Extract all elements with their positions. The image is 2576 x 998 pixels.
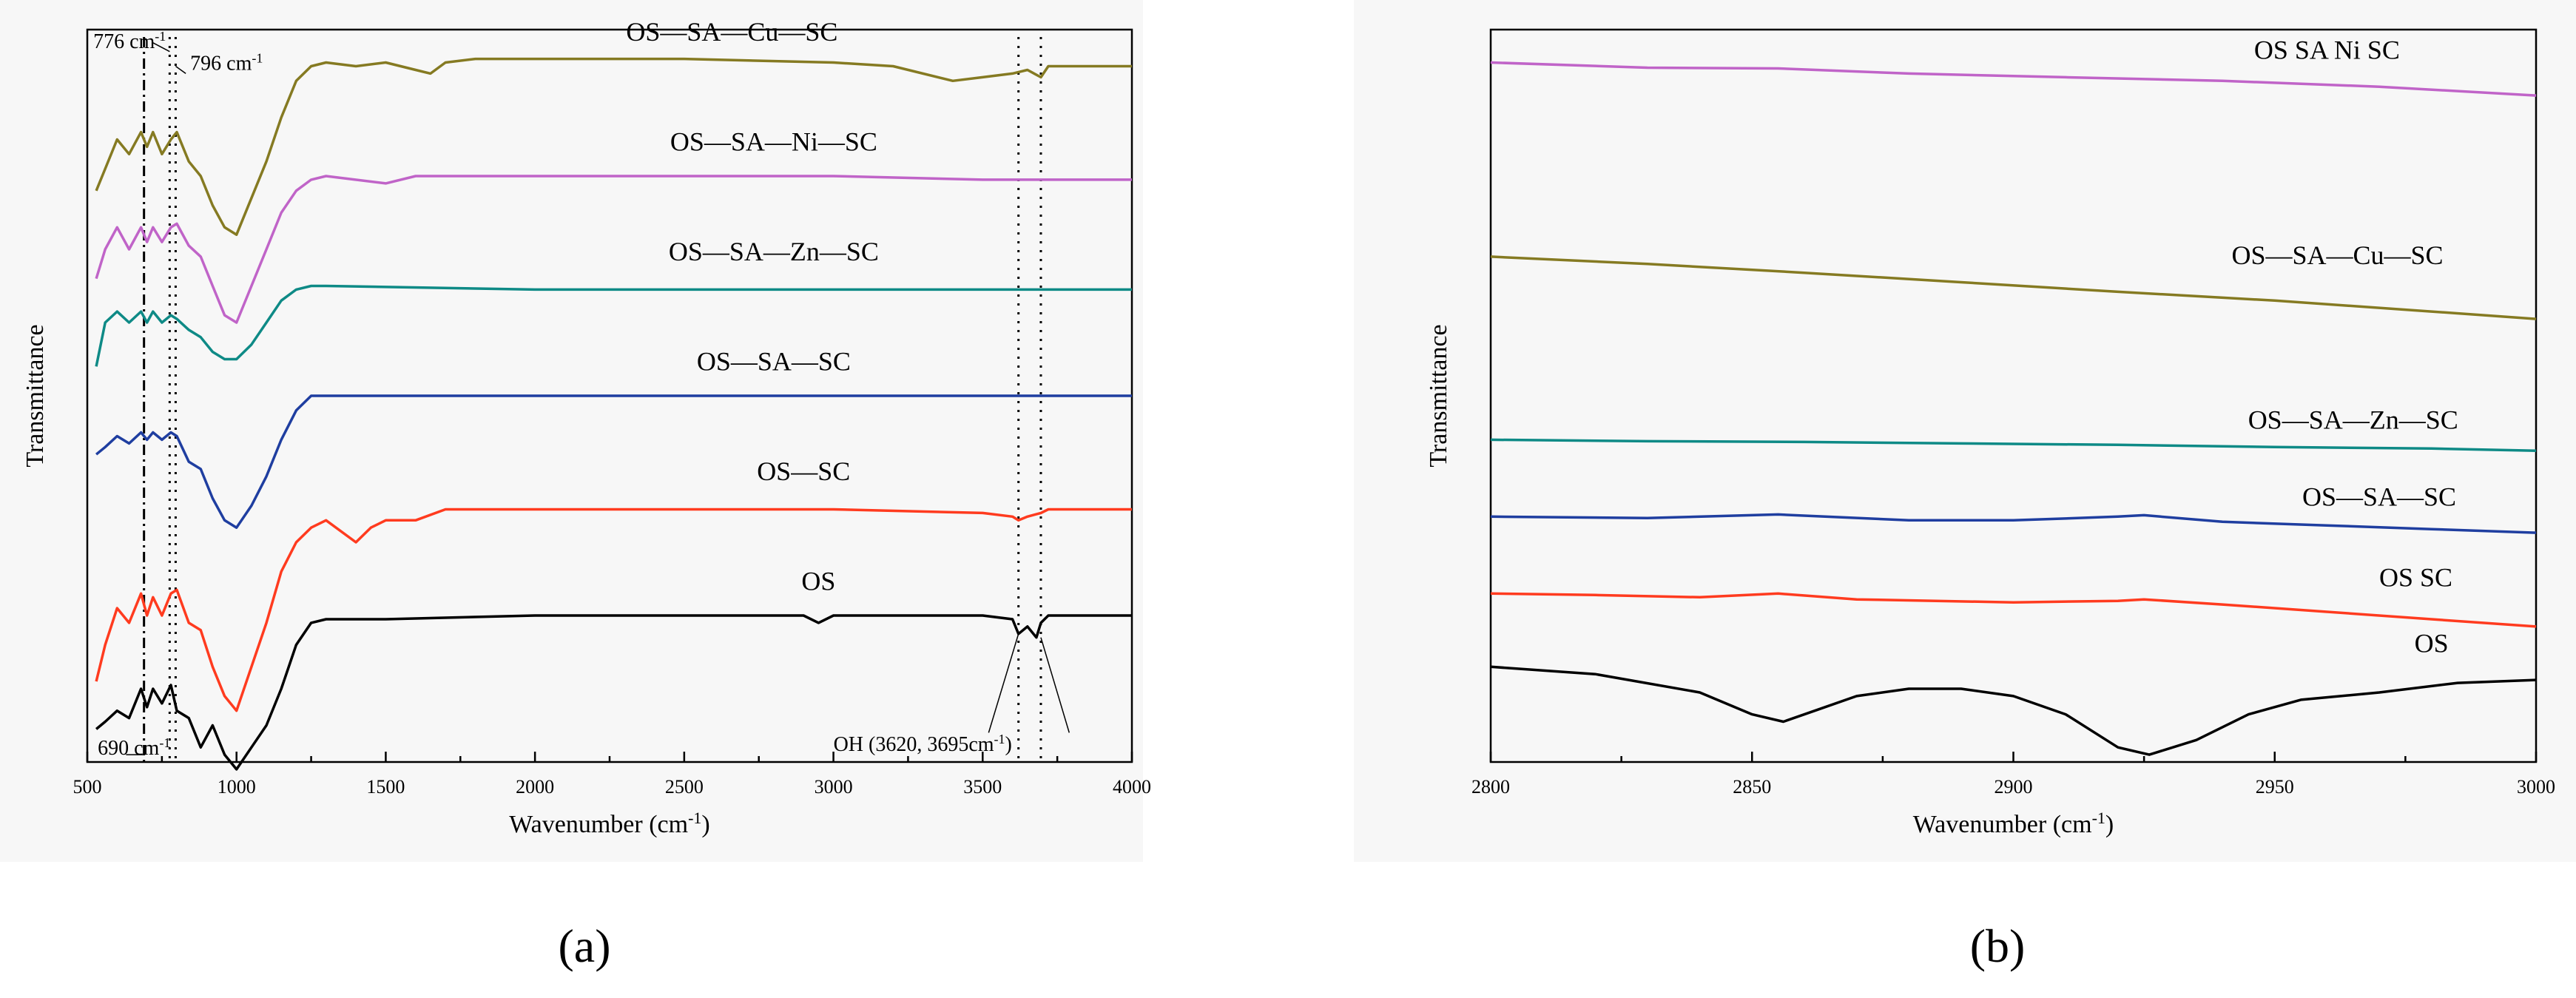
series-line-a-OS—SA—Ni—SC: [95, 175, 1132, 324]
series-line-b-OS—SA—Cu—SC: [1490, 255, 2537, 320]
series-line-b-OS—SA—SC: [1490, 513, 2537, 534]
series-line-b-OS—SA—Ni—SC: [1490, 61, 2537, 97]
series-label-a-OS—SA—Ni—SC: OS—SA—Ni—SC: [670, 127, 877, 156]
annotation-leader-4: [1040, 637, 1070, 733]
series-label-b-OS—SA—Ni—SC: OS SA Ni SC: [2254, 36, 2400, 65]
chart-a: 500 1000 1500 2000 2500 3000 3500 4000 Wavenumbe…: [21, 17, 1151, 838]
series-line-a-OS—SA—SC: [95, 394, 1132, 529]
y-axis-title-b: Transmittance: [1425, 324, 1452, 467]
panel-label-b: (b): [1970, 920, 2026, 972]
x-tick-label-a-1500: 1500: [366, 776, 405, 798]
series-label-b-OS—SA—Cu—SC: OS—SA—Cu—SC: [2231, 240, 2443, 270]
series-line-a-OS—SA—Cu—SC: [95, 57, 1132, 236]
x-axis-title-a: Wavenumber (cm-1): [509, 809, 709, 839]
annotation-leader-2: [175, 65, 186, 75]
x-tick-label-a-3500: 3500: [963, 776, 1002, 798]
series-label-a-OS—SA—SC: OS—SA—SC: [697, 346, 851, 376]
panel-label-a: (a): [558, 920, 610, 972]
x-tick-label-a-4000: 4000: [1113, 776, 1151, 798]
series-label-b-OS: OS: [2415, 629, 2449, 658]
series-label-b-OS—SA—SC: OS—SA—SC: [2302, 482, 2456, 512]
y-axis-title-a: Transmittance: [21, 324, 49, 467]
annotation-leader-3: [988, 633, 1019, 733]
panel-b-background: [1354, 0, 2576, 862]
annotation-leader-1: [152, 42, 170, 53]
series-label-a-OS—SA—Cu—SC: OS—SA—Cu—SC: [626, 17, 837, 47]
x-tick-label-b-2800: 2800: [1471, 776, 1510, 798]
x-tick-label-b-2850: 2850: [1733, 776, 1771, 798]
x-tick-label-a-3000: 3000: [815, 776, 853, 798]
x-tick-label-b-2900: 2900: [1995, 776, 2033, 798]
series-line-b-OS: [1490, 665, 2537, 756]
x-tick-label-a-2500: 2500: [665, 776, 704, 798]
x-tick-label-a-500: 500: [73, 776, 102, 798]
series-line-a-OS—SA—Zn—SC: [95, 284, 1132, 367]
x-axis-title-b: Wavenumber (cm-1): [1913, 809, 2114, 839]
series-line-b-OS—SC: [1490, 592, 2537, 628]
annotation-a-1: 796 cm-1: [190, 50, 263, 75]
annotation-a-0: 776 cm-1: [93, 29, 166, 53]
series-label-a-OS: OS: [801, 566, 835, 596]
panel-a-background: [0, 0, 1143, 862]
annotation-a-3: OH (3620, 3695cm-1): [834, 732, 1012, 756]
x-tick-label-a-2000: 2000: [516, 776, 554, 798]
chart-b: 2800 2850 2900 2950 3000 Wavenumber (cm-1) Tra…: [1425, 28, 2555, 839]
series-label-b-OS—SA—Zn—SC: OS—SA—Zn—SC: [2248, 405, 2458, 435]
series-label-a-OS—SA—Zn—SC: OS—SA—Zn—SC: [669, 237, 879, 266]
series-line-b-OS—SA—Zn—SC: [1490, 438, 2537, 453]
series-label-b-OS—SC: OS SC: [2379, 562, 2452, 592]
plot-frame-b: [1489, 28, 2538, 763]
series-line-a-OS—SC: [95, 508, 1132, 712]
x-tick-label-b-2950: 2950: [2256, 776, 2294, 798]
annotation-a-2: 690 cm-1: [98, 735, 170, 760]
x-tick-label-b-3000: 3000: [2517, 776, 2555, 798]
x-tick-label-a-1000: 1000: [218, 776, 256, 798]
series-label-a-OS—SC: OS—SC: [757, 456, 850, 486]
series-line-a-OS: [95, 614, 1132, 771]
